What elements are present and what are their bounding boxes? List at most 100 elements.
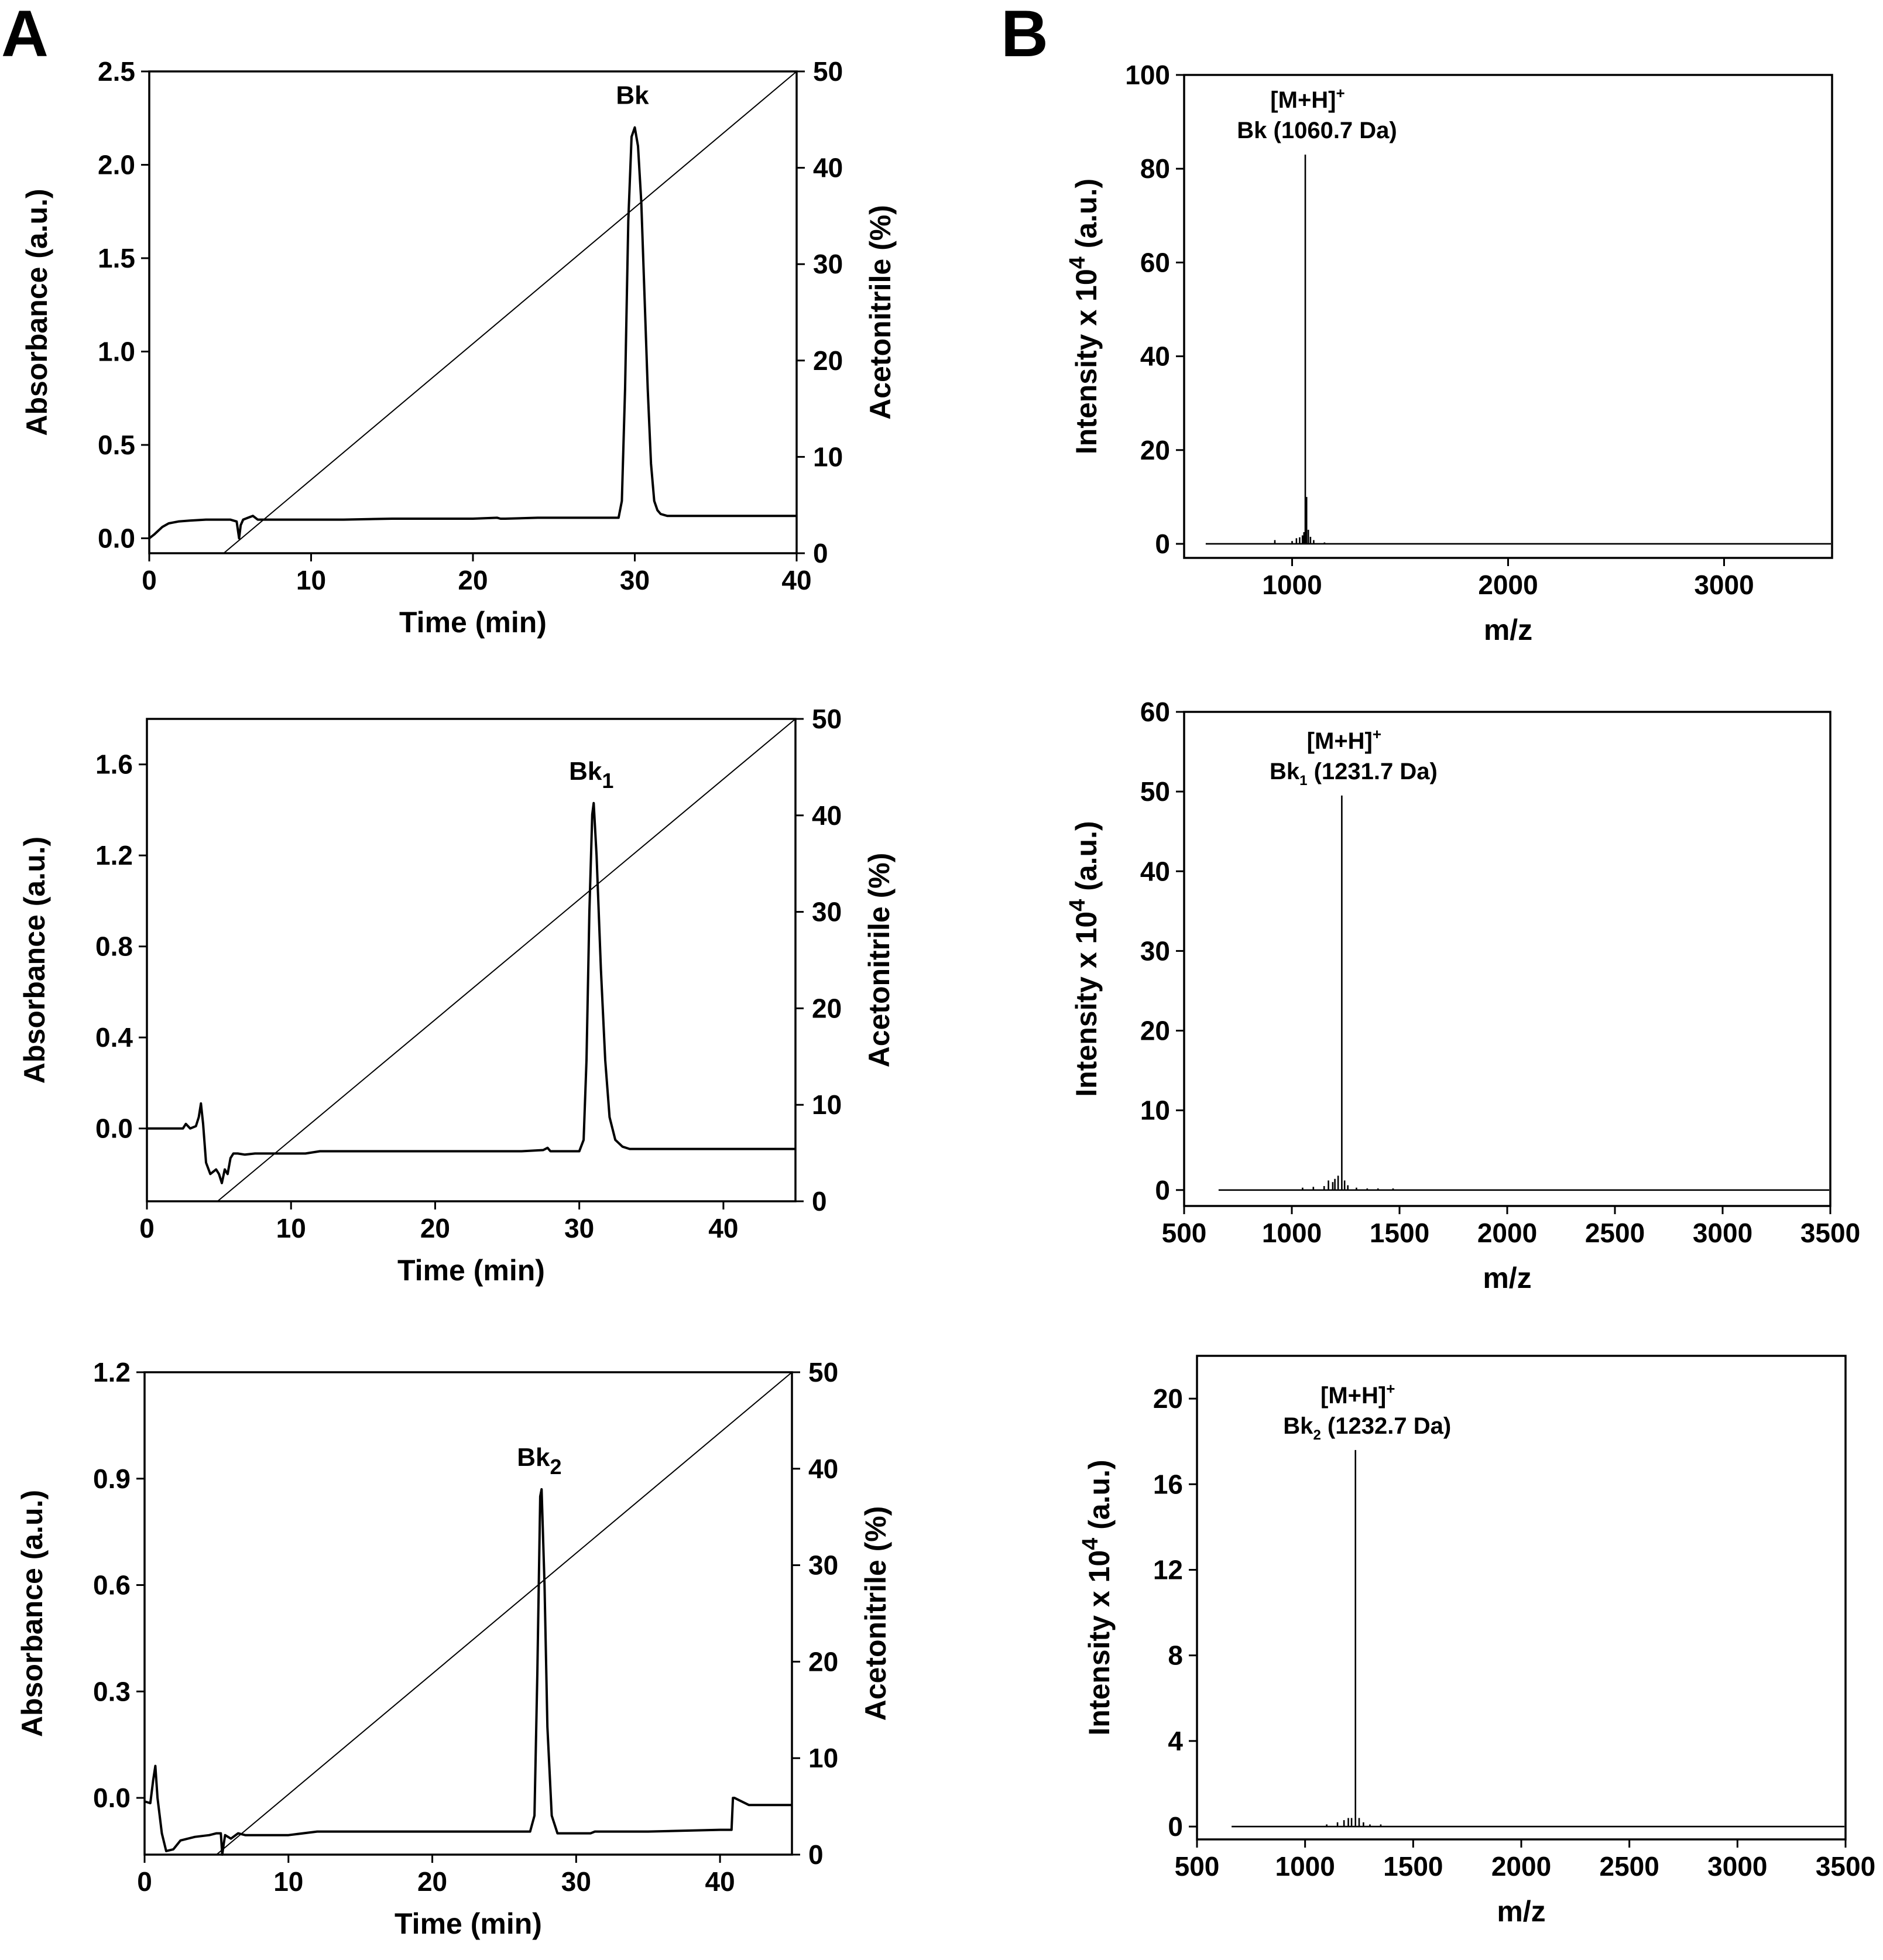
ms-bk2-chart: 500 1000 1500 2000 2500 3000 3500 0 4 8 12 16 20 [M+H… [1078,1355,1875,1928]
x-tick-label: 30 [564,1213,594,1243]
y-axis-label-main: Intensity x 10 [1070,912,1103,1097]
ms-peak-label: Bk1 (1231.7 Da) [1270,759,1438,789]
y2-tick-label: 40 [808,1454,838,1484]
y-tick-label: 0.5 [98,430,135,460]
y2-tick-label: 40 [812,800,842,831]
y-tick-label: 0.0 [98,523,135,553]
y-tick-label: 0.8 [95,931,133,962]
y-tick-label: 100 [1125,60,1170,90]
ms-peak-label: Bk (1060.7 Da) [1237,118,1397,143]
peak-label: Bk2 [517,1443,561,1479]
absorbance-trace [148,126,797,540]
y-axis-label: Absorbance (a.u.) [20,189,53,436]
y-tick-label: 40 [1140,856,1170,886]
y2-tick-label: 50 [808,1357,838,1387]
absorbance-trace [144,1488,792,1856]
y-tick-label: 16 [1153,1469,1183,1499]
x-tick-label: 1000 [1262,570,1322,600]
ion-label: [M+H]+ [1320,1380,1395,1409]
y-tick-label: 4 [1168,1726,1183,1756]
x-tick-label: 20 [420,1213,450,1243]
x-tick-label: 1000 [1275,1851,1335,1882]
y2-tick-label: 0 [813,538,828,568]
x-tick-label: 2500 [1585,1218,1645,1248]
y2-tick-label: 20 [812,993,842,1023]
x-tick-label: 40 [705,1866,735,1897]
x-tick-label: 10 [273,1866,303,1897]
x-tick-label: 500 [1162,1218,1207,1248]
ion-label: [M+H]+ [1270,84,1344,113]
ion-label-text: [M+H] [1320,1383,1386,1409]
y2-tick-label: 40 [813,153,843,183]
x-tick-label: 1500 [1370,1218,1429,1248]
acetonitrile-gradient-line [216,1372,793,1855]
y-tick-label: 0 [1155,1175,1170,1205]
y-axis-label-main: Intensity x 10 [1070,269,1103,454]
ion-label-text: [M+H] [1270,87,1336,113]
y2-tick-label: 0 [812,1186,827,1217]
y2-tick-label: 30 [808,1550,838,1581]
peak-label-text: Bk [616,81,649,110]
y-tick-label: 60 [1140,247,1170,277]
acetonitrile-gradient-line [223,71,797,554]
y-axis-label-unit: (a.u.) [1070,821,1103,899]
x-tick-label: 3000 [1707,1851,1767,1882]
y-tick-label: 1.5 [98,243,135,273]
y-tick-label: 20 [1140,435,1170,465]
y2-tick-label: 50 [812,704,842,734]
ion-label-superscript: + [1373,725,1381,743]
hplc-bk1-chart: 0 10 20 30 40 0.0 0.4 0.8 1.2 1.6 0 10 20 30 40 50 Bk1 Ti… [18,704,896,1287]
y-tick-label: 0 [1168,1811,1183,1842]
x-tick-label: 3500 [1800,1218,1860,1248]
x-tick-label: 1500 [1383,1851,1443,1882]
y-tick-label: 30 [1140,936,1170,966]
x-tick-label: 0 [137,1866,152,1897]
x-tick-label: 0 [139,1213,155,1243]
y-axis-label-exponent: 4 [1065,899,1090,912]
y-tick-label: 2.0 [98,149,135,180]
y-axis-label-main: Intensity x 10 [1083,1550,1116,1736]
ion-label-superscript: + [1386,1380,1395,1397]
x-tick-label: 500 [1175,1851,1220,1882]
x-tick-label: 2000 [1491,1851,1551,1882]
x-axis-label: Time (min) [397,1254,545,1287]
y2-tick-label: 30 [813,249,843,279]
peak-label-text: Bk [517,1443,550,1472]
y-tick-label: 80 [1140,153,1170,184]
x-axis-label: m/z [1483,1262,1531,1294]
y2-tick-label: 0 [808,1839,824,1870]
x-tick-label: 40 [708,1213,738,1243]
x-axis-label: m/z [1484,614,1532,646]
plot-frame [143,1371,793,1856]
plot-frame [146,718,797,1202]
ms-bk1-chart: 500 1000 1500 2000 2500 3000 3500 0 10 20 30 40 50 60… [1065,697,1860,1294]
y-tick-label: 0.9 [93,1464,131,1494]
peak-label-text: Bk [569,757,602,786]
y-tick-label: 40 [1140,341,1170,372]
y-axis-label: Intensity x 104 (a.u.) [1065,821,1103,1096]
ion-label-superscript: + [1336,84,1345,102]
x-tick-label: 3500 [1816,1851,1875,1882]
ms-peak-label-subscript: 1 [1299,773,1307,789]
x-tick-label: 10 [276,1213,306,1243]
x-tick-label: 3000 [1694,570,1754,600]
x-tick-label: 2000 [1478,570,1538,600]
ms-peak-label-text: Bk (1060.7 Da) [1237,118,1397,143]
y2-tick-label: 10 [813,441,843,472]
peak-label: Bk [616,81,649,110]
y-tick-label: 0.3 [93,1676,131,1707]
x-tick-label: 30 [620,565,650,595]
y2-tick-label: 10 [812,1089,842,1120]
y-axis-label-unit: (a.u.) [1070,179,1103,256]
y-axis-label: Intensity x 104 (a.u.) [1078,1459,1116,1735]
x-tick-label: 30 [561,1866,591,1897]
y-tick-label: 12 [1153,1554,1183,1585]
ms-peak-label: Bk2 (1232.7 Da) [1283,1413,1451,1443]
y-axis-label: Absorbance (a.u.) [16,1490,49,1737]
y-tick-label: 0.0 [93,1783,131,1813]
ion-label-text: [M+H] [1307,728,1373,754]
y-tick-label: 0.6 [93,1570,131,1601]
x-tick-label: 1000 [1262,1218,1322,1248]
x-tick-label: 2500 [1599,1851,1659,1882]
